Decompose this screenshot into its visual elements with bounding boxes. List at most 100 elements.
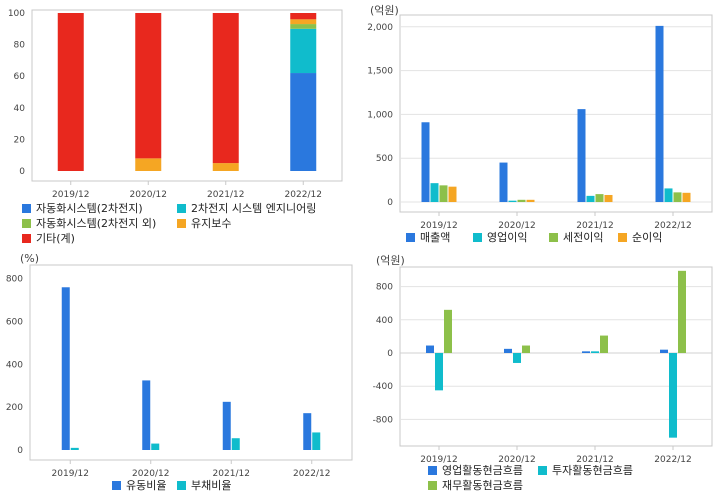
chart-cashflow-plot: -800 -400 0 400 800 2019/12 2020/12 2021/12 2022… — [373, 266, 713, 465]
bar — [222, 401, 231, 450]
bar — [586, 195, 595, 202]
bar — [669, 353, 677, 438]
y-tick-label: 20 — [14, 135, 26, 145]
plot-frame — [399, 266, 713, 447]
chart-ratios-legend: 유동비율 부채비율 — [112, 477, 312, 493]
y-tick-label: 2,000 — [367, 23, 393, 33]
legend-item: 영업활동현금흐름 — [428, 462, 523, 478]
x-tick-label: 2019/12 — [52, 469, 89, 479]
chart-income: (억원) 0 500 1,000 1,500 2,000 2019/12 2020/12 20… — [360, 0, 720, 250]
y-tick-label: 600 — [6, 318, 23, 328]
legend-item: 투자활동현금흐름 — [538, 462, 633, 478]
legend-swatch — [177, 480, 186, 490]
bar — [57, 13, 84, 171]
y-tick-label: 60 — [14, 72, 26, 82]
legend-swatch — [538, 465, 547, 475]
bar — [421, 122, 430, 202]
legend-swatch — [428, 480, 437, 490]
chart-income-legend: 매출액 영업이익 세전이익 순이익 — [406, 229, 716, 245]
y-tick-label: 40 — [14, 104, 26, 114]
unit-label: (억원) — [376, 254, 405, 267]
x-tick-label: 2022/12 — [293, 469, 330, 479]
bar — [513, 353, 521, 363]
bar — [290, 24, 317, 29]
x-tick-label: 2020/12 — [498, 455, 535, 465]
bar — [212, 13, 239, 164]
x-tick-label: 2019/12 — [420, 221, 457, 231]
bar — [499, 162, 508, 202]
legend-item: 기타(계) — [22, 230, 75, 246]
legend-label: 유동비율 — [126, 479, 167, 492]
plot-frame — [29, 264, 353, 461]
bar — [61, 287, 70, 450]
y-tick-label: 200 — [6, 403, 23, 413]
bar — [444, 309, 452, 353]
legend-item: 재무활동현금흐름 — [428, 477, 523, 493]
x-tick-label: 2019/12 — [420, 455, 457, 465]
bar — [664, 188, 673, 202]
y-tick-label: 0 — [19, 167, 25, 177]
legend-label: 영업이익 — [487, 231, 528, 244]
chart-revenue-mix: 0 20 40 60 80 100 2019/12 2020/12 2021/12 2022/12… — [0, 0, 360, 250]
bar — [290, 19, 317, 25]
plot-frame — [31, 9, 343, 182]
legend-label: 순이익 — [632, 231, 663, 244]
x-tick-label: 2021/12 — [576, 221, 613, 231]
y-tick-label: 0 — [387, 198, 393, 208]
plot-frame — [399, 14, 713, 213]
bar — [212, 163, 239, 171]
bar — [673, 192, 682, 202]
bar — [426, 345, 434, 353]
bar — [591, 351, 599, 353]
legend-swatch — [177, 218, 186, 228]
legend-label: 세전이익 — [563, 231, 604, 244]
y-tick-label: 1,500 — [367, 67, 393, 77]
legend-swatch — [22, 233, 31, 243]
legend-label: 부채비율 — [191, 479, 232, 492]
y-tick-label: 800 — [6, 275, 23, 285]
legend-label: 자동화시스템(2차전지 외) — [36, 217, 157, 230]
chart-ratios-plot: 0 200 400 600 800 2019/12 2020/12 2021/12 2022/1… — [6, 264, 353, 479]
y-tick-label: -400 — [373, 382, 394, 392]
x-tick-label: 2021/12 — [213, 469, 250, 479]
bar — [582, 351, 590, 353]
x-tick-label: 2022/12 — [285, 190, 322, 200]
legend-item: 자동화시스템(2차전지 외) — [22, 215, 156, 231]
bar — [435, 353, 443, 391]
y-tick-label: 400 — [376, 316, 393, 326]
legend-item: 유동비율 — [112, 477, 166, 493]
legend-swatch — [473, 232, 482, 242]
x-tick-label: 2019/12 — [52, 190, 89, 200]
x-tick-label: 2022/12 — [654, 455, 691, 465]
bar — [522, 345, 530, 353]
legend-item: 2차전지 시스템 엔지니어링 — [177, 200, 316, 216]
y-tick-label: 500 — [376, 154, 393, 164]
bar — [312, 432, 321, 450]
x-tick-label: 2020/12 — [132, 469, 169, 479]
legend-label: 재무활동현금흐름 — [442, 479, 523, 492]
x-tick-label: 2021/12 — [207, 190, 244, 200]
bar — [526, 199, 535, 202]
chart-revenue-mix-legend: 자동화시스템(2차전지) 2차전지 시스템 엔지니어링 자동화시스템(2차전지 … — [22, 200, 362, 250]
bar — [600, 335, 608, 353]
legend-item: 유지보수 — [177, 215, 231, 231]
legend-label: 투자활동현금흐름 — [552, 464, 633, 477]
legend-swatch — [177, 203, 186, 213]
y-tick-label: 400 — [6, 360, 23, 370]
bar — [678, 270, 686, 353]
legend-swatch — [406, 232, 415, 242]
bar — [439, 185, 448, 202]
legend-swatch — [549, 232, 558, 242]
legend-label: 기타(계) — [36, 232, 75, 245]
bar — [70, 447, 79, 450]
bar — [508, 200, 517, 202]
bar — [504, 348, 512, 353]
bar — [577, 109, 586, 202]
unit-label: (%) — [20, 252, 40, 265]
bar — [151, 443, 160, 450]
legend-item: 순이익 — [618, 229, 662, 245]
legend-swatch — [428, 465, 437, 475]
bar — [448, 186, 457, 202]
legend-label: 유지보수 — [191, 217, 232, 230]
legend-swatch — [22, 203, 31, 213]
